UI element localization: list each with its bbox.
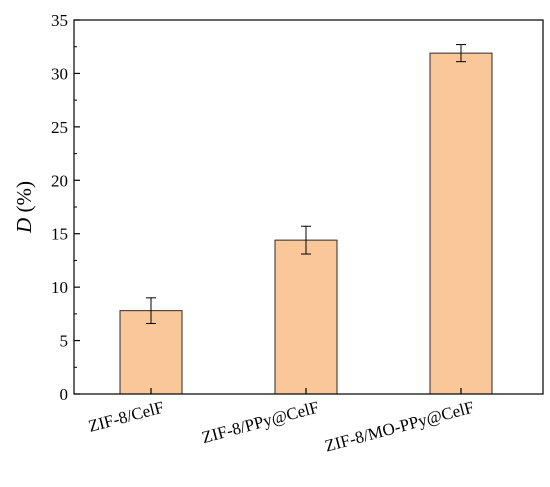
y-ticks-group: 0 5 10 15 20 25 30 35 xyxy=(51,11,80,404)
bars-group xyxy=(119,52,493,395)
bar-zif-8-ppy-celf xyxy=(274,239,338,395)
y-tick-label: 0 xyxy=(60,385,69,404)
x-labels-group: ZIF-8/CelF ZIF-8/PPy@CelF ZIF-8/MO-PPy@Cel… xyxy=(86,398,476,456)
y-axis-title-unit: (%) xyxy=(12,181,36,218)
x-tick-label: ZIF-8/MO-PPy@CelF xyxy=(323,398,476,456)
y-tick-label: 25 xyxy=(51,118,68,137)
y-axis-title-symbol: D xyxy=(12,218,36,234)
y-tick-label: 15 xyxy=(51,225,68,244)
y-tick-label: 30 xyxy=(51,64,68,83)
y-tick-label: 20 xyxy=(51,171,68,190)
bar-zif-8-celf xyxy=(119,310,183,395)
x-tick-label: ZIF-8/PPy@CelF xyxy=(200,398,321,448)
y-axis-title: D (%) xyxy=(12,181,36,234)
bar-zif-8-mo-ppy-celf xyxy=(429,52,493,395)
y-tick-label: 35 xyxy=(51,11,68,30)
x-tick-label: ZIF-8/CelF xyxy=(86,398,166,436)
error-bars-group xyxy=(146,44,466,324)
y-tick-label: 10 xyxy=(51,278,68,297)
y-tick-label: 5 xyxy=(60,332,69,351)
